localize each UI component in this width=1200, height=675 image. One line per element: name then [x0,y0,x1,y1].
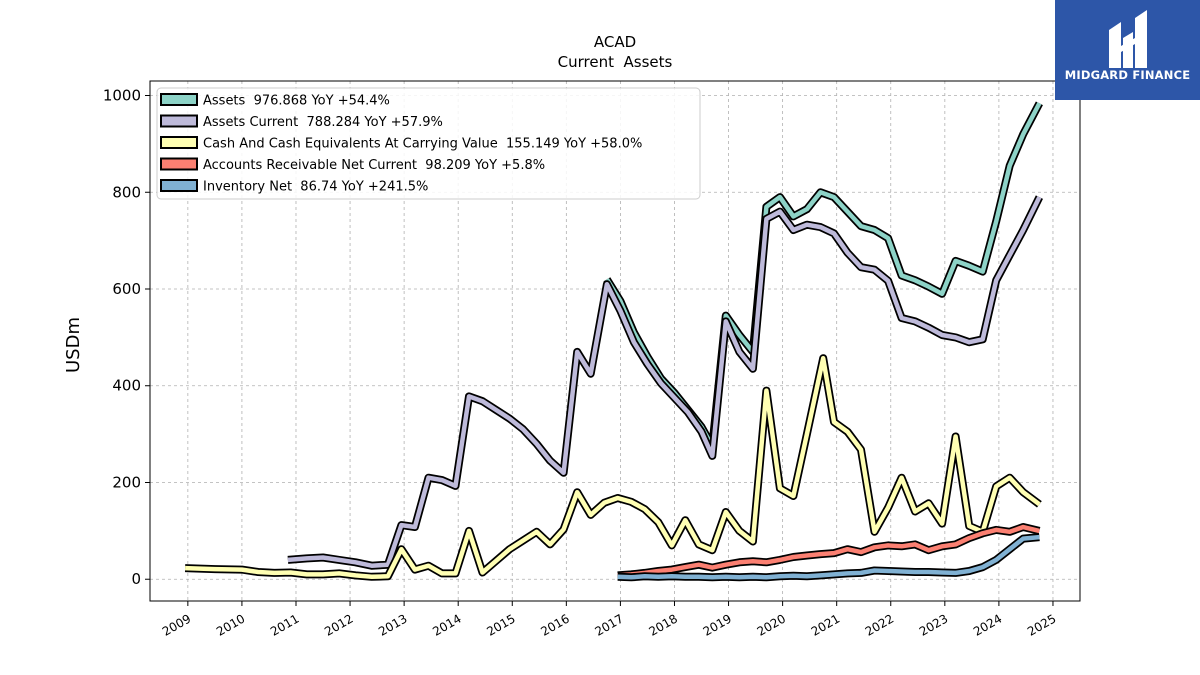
x-tick-label: 2016 [538,611,571,638]
logo-text: MIDGARD FINANCE [1064,68,1191,82]
x-tick-label: 2017 [592,611,625,638]
series-line-5 [617,534,1040,580]
x-tick-label: 2012 [322,611,355,638]
x-tick-label: 2011 [268,611,301,638]
series-layer [184,101,1043,582]
y-tick-label: 0 [131,570,141,588]
chart-subtitle: Current Assets [558,53,673,71]
legend: Assets 976.868 YoY +54.4% Assets Current … [156,87,701,200]
y-tick-label: 400 [112,377,141,395]
y-tick-label: 200 [112,473,141,491]
legend-swatch [160,157,198,171]
legend-label: Inventory Net 86.74 YoY +241.5% [203,180,428,195]
x-tick-label: 2015 [484,611,517,638]
legend-swatch [160,114,198,128]
x-tick-label: 2010 [214,611,247,638]
y-tick-label: 600 [112,280,141,298]
x-tick-label: 2024 [971,611,1004,638]
legend-label: Cash And Cash Equivalents At Carrying Va… [203,137,642,152]
midgard-finance-logo: MIDGARD FINANCE [1055,0,1200,100]
legend-label: Accounts Receivable Net Current 98.209 Y… [203,158,545,173]
series-line-3 [185,355,1041,580]
legend-swatch [160,93,198,106]
x-tick-label: 2018 [647,611,680,638]
legend-label: Assets Current 788.284 YoY +57.9% [203,115,443,130]
legend-label: Assets 976.868 YoY +54.4% [203,94,390,109]
x-tick-label: 2009 [160,611,193,638]
series-line-outline [287,195,1043,570]
x-tick-label: 2023 [917,611,950,638]
legend-box [156,87,701,200]
x-tick-label: 2022 [863,611,896,638]
legend-swatch [160,136,198,149]
y-tick-label: 1000 [103,87,141,105]
x-tick-label: 2013 [376,611,409,638]
legend-swatch [160,179,198,192]
x-tick-label: 2019 [701,611,734,638]
plot-frame [149,80,1081,602]
series-line-4 [617,524,1040,578]
y-axis-label: USDm [63,317,84,373]
logo-mark-icon [1109,10,1147,68]
series-line-2 [287,196,1042,568]
x-tick-label: 2014 [430,611,463,638]
x-tick-label: 2021 [809,611,842,638]
chart-title: ACAD [594,33,636,51]
x-tick-label: 2025 [1025,611,1058,638]
y-tick-label: 800 [112,183,141,201]
x-tick-label: 2020 [755,611,788,638]
